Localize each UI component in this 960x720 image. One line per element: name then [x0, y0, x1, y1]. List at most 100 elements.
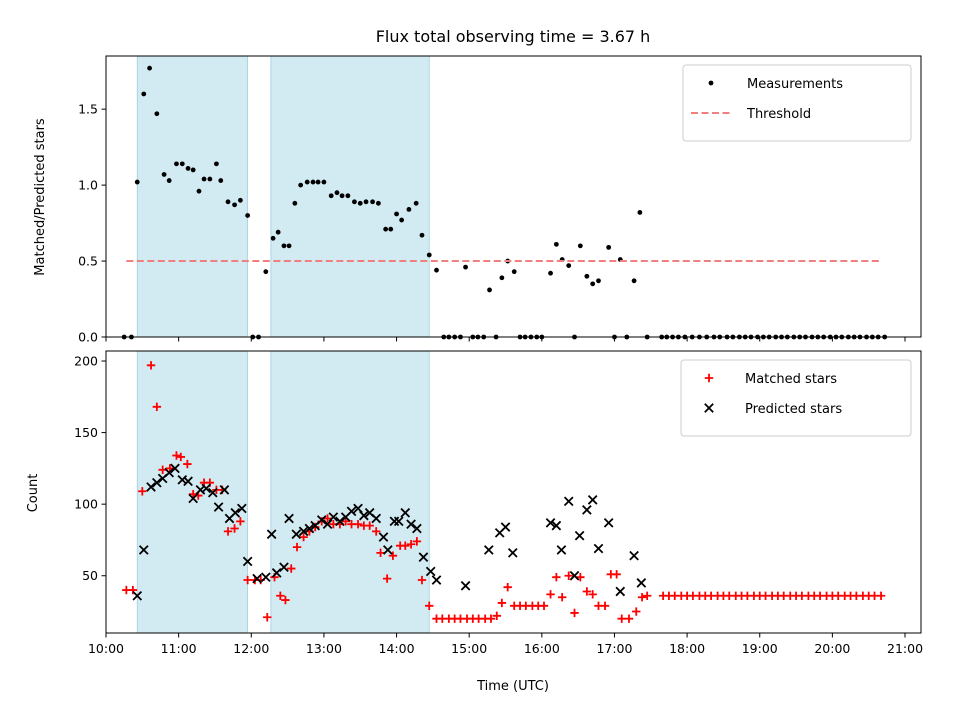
predicted-star-point — [322, 519, 333, 530]
measurement-point — [487, 287, 492, 293]
measurement-point — [334, 190, 340, 196]
predicted-star-point — [587, 495, 598, 505]
predicted-star-point — [636, 578, 647, 588]
matched-star-point — [497, 598, 507, 608]
x-tick-label: 10:00 — [88, 641, 124, 656]
matched-star-point — [564, 571, 573, 580]
legend-label: Matched stars — [745, 372, 837, 387]
predicted-star-point — [183, 476, 193, 487]
predicted-star-point — [556, 545, 567, 555]
legend-swatch — [704, 373, 714, 383]
measurement-point — [394, 211, 399, 217]
measurement-point — [388, 226, 394, 232]
predicted-star-point — [460, 580, 471, 591]
matched-star-point — [287, 564, 296, 573]
y-tick-label: 100 — [74, 497, 98, 512]
matched-star-point — [230, 524, 239, 533]
matched-star-point — [576, 572, 585, 582]
matched-star-point — [570, 608, 579, 618]
matched-star-point — [503, 582, 512, 592]
predicted-star-point — [207, 487, 218, 498]
matched-star-point — [236, 517, 245, 526]
matched-star-point — [612, 570, 621, 579]
measurement-point — [141, 91, 147, 97]
measurement-point — [179, 161, 185, 167]
predicted-star-point — [346, 506, 357, 517]
measurement-point — [406, 207, 412, 212]
x-tick-label: 11:00 — [161, 641, 197, 656]
predicted-star-point — [353, 503, 363, 514]
predicted-star-point — [260, 572, 271, 583]
matched-star-point — [263, 613, 272, 622]
matched-star-point — [128, 585, 138, 595]
measurement-point — [553, 241, 559, 247]
legend-box — [680, 359, 912, 437]
predicted-star-point — [500, 522, 511, 532]
matched-star-point — [223, 527, 233, 536]
measurement-point — [310, 179, 316, 185]
measurement-point — [275, 229, 281, 235]
y-tick-label: 150 — [74, 425, 98, 440]
predicted-star-point — [242, 556, 253, 567]
predicted-star-point — [328, 512, 339, 522]
predicted-star-point — [230, 507, 241, 518]
y-tick-label: 1.0 — [78, 178, 98, 193]
measurement-point — [511, 269, 517, 275]
predicted-star-point — [425, 566, 436, 577]
matched-star-point — [425, 601, 434, 611]
predicted-star-point — [279, 562, 289, 572]
y-tick-label: 200 — [74, 354, 98, 369]
matched-star-point — [138, 487, 147, 496]
predicted-star-point — [291, 529, 302, 540]
predicted-star-point — [569, 570, 580, 581]
measurement-point — [596, 278, 601, 284]
measurement-point — [237, 197, 243, 203]
predicted-star-point — [603, 517, 614, 528]
matched-star-point — [176, 452, 186, 462]
predicted-star-point — [431, 575, 442, 585]
predicted-star-point — [418, 552, 429, 562]
legend-label: Measurements — [747, 77, 843, 92]
predicted-star-point — [483, 545, 494, 555]
measurement-point — [281, 243, 287, 249]
matched-star-point — [388, 551, 398, 560]
chart-title: Flux total observing time = 3.67 h — [376, 27, 651, 46]
matched-star-point — [406, 540, 416, 549]
predicted-star-point — [615, 586, 626, 597]
measurement-point — [499, 275, 505, 281]
matched-star-point — [365, 521, 374, 530]
predicted-star-point — [393, 516, 404, 527]
predicted-star-point — [152, 477, 162, 488]
predicted-star-point — [304, 523, 315, 534]
measurement-point — [134, 179, 140, 185]
predicted-star-point — [219, 485, 230, 495]
matched-star-point — [281, 595, 290, 605]
measurement-point — [637, 210, 643, 215]
predicted-star-point — [236, 503, 247, 514]
measurement-point — [214, 161, 219, 167]
observing-window-2 — [270, 350, 430, 634]
predicted-star-point — [400, 507, 411, 518]
y-tick-label: 1.5 — [78, 102, 98, 117]
measurement-point — [434, 267, 439, 273]
measurement-point — [286, 243, 292, 249]
predicted-star-point — [335, 516, 345, 527]
matched-star-point — [372, 527, 381, 536]
measurement-point — [154, 111, 160, 117]
matched-star-point — [299, 532, 308, 542]
predicted-star-point — [593, 543, 604, 554]
measurement-point — [370, 199, 375, 205]
measurement-point — [304, 179, 310, 185]
bottom-panel-legend: Matched stars Predicted stars — [680, 359, 912, 437]
predicted-star-point — [284, 513, 294, 524]
measurement-point — [225, 199, 231, 205]
measurement-point — [590, 281, 596, 287]
measurement-point — [548, 270, 553, 276]
matched-star-point — [183, 459, 192, 469]
predicted-star-point — [545, 517, 556, 528]
matched-star-point — [486, 614, 496, 623]
matched-star-point — [152, 402, 162, 412]
matched-star-point — [417, 575, 427, 585]
measurement-point — [147, 65, 152, 71]
